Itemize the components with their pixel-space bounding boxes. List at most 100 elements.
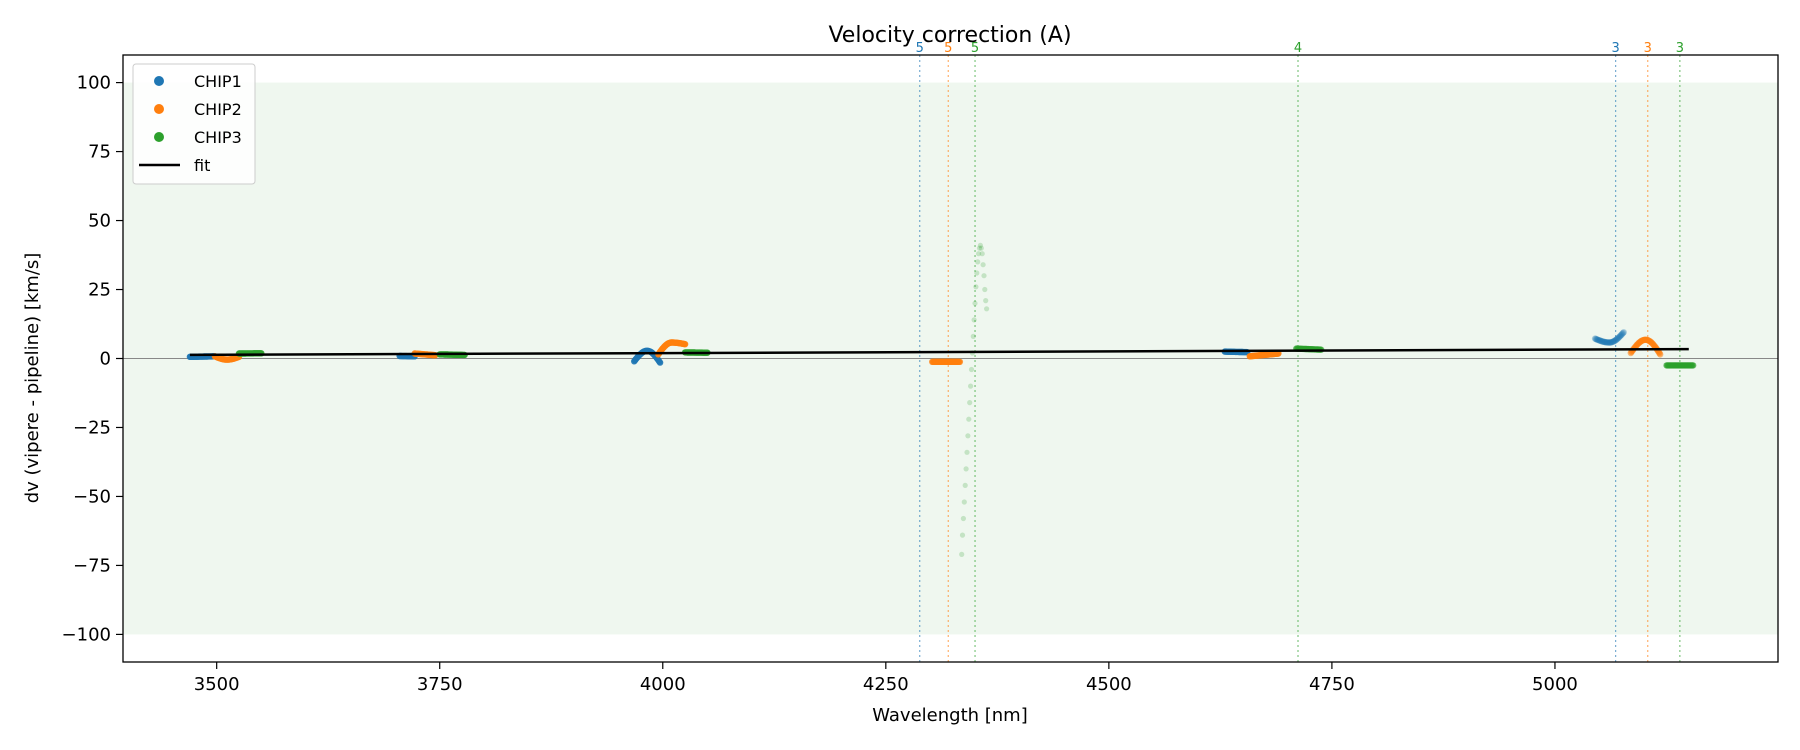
y-tick-label: 25 — [88, 280, 111, 301]
y-axis-label: dv (vipere - pipeline) [km/s] — [22, 253, 43, 504]
annotation-label: 3 — [1644, 41, 1652, 56]
data-point — [967, 400, 973, 406]
data-point — [975, 259, 981, 265]
data-point — [968, 366, 975, 373]
legend-items: CHIP1 CHIP2 CHIP3 fit — [139, 72, 242, 175]
data-point — [966, 416, 972, 422]
y-tick-label: −75 — [73, 555, 111, 576]
data-point — [968, 383, 974, 389]
data-point — [960, 515, 967, 522]
legend-label: CHIP2 — [194, 100, 242, 119]
data-point — [1606, 339, 1614, 346]
data-point — [956, 358, 964, 365]
data-point — [1611, 337, 1618, 344]
data-point — [1607, 339, 1615, 346]
data-point — [1612, 336, 1620, 343]
data-point — [1591, 335, 1599, 342]
data-point — [1600, 338, 1608, 346]
x-tick-label: 4750 — [1309, 674, 1355, 695]
data-point — [1609, 338, 1617, 345]
data-point — [1603, 339, 1611, 346]
x-tick-label: 5000 — [1532, 674, 1578, 695]
data-point — [1599, 338, 1606, 345]
x-tick-label: 3500 — [194, 674, 240, 695]
data-point — [979, 251, 985, 257]
fit-line — [189, 347, 1689, 357]
data-point — [984, 306, 990, 312]
data-point — [1608, 339, 1615, 346]
data-point — [1657, 351, 1664, 358]
data-point — [972, 300, 978, 306]
data-point — [1600, 338, 1607, 345]
legend-marker — [154, 104, 164, 114]
x-axis-ticks: 3500 3750 4000 4250 4500 4750 5000 — [194, 662, 1578, 695]
series-chip3 — [959, 242, 990, 558]
legend: CHIP1 CHIP2 CHIP3 fit — [132, 63, 256, 185]
data-point — [1690, 362, 1697, 369]
annotation-label: 5 — [971, 41, 979, 56]
data-point — [1614, 335, 1621, 342]
data-point — [1596, 337, 1603, 344]
data-point — [1612, 337, 1619, 344]
legend-label: CHIP3 — [194, 128, 242, 147]
data-point — [971, 317, 977, 323]
data-point — [1597, 337, 1605, 345]
data-point — [983, 298, 989, 304]
data-point — [1619, 329, 1627, 337]
y-tick-label: −50 — [73, 486, 111, 507]
y-tick-label: 100 — [77, 73, 111, 94]
data-point — [1604, 339, 1612, 346]
data-point — [1620, 329, 1627, 336]
series-chip2 — [211, 336, 1664, 365]
data-point — [962, 482, 968, 488]
y-tick-label: −100 — [62, 624, 111, 645]
data-point — [1593, 336, 1600, 343]
plot-area: 5 5 5 4 3 3 3 — [122, 41, 1779, 663]
data-point — [964, 449, 970, 455]
y-tick-label: −25 — [73, 417, 111, 438]
data-point — [974, 270, 980, 276]
data-point — [1594, 336, 1601, 343]
data-point — [1601, 338, 1609, 346]
data-point — [1615, 334, 1622, 342]
data-point — [1598, 338, 1606, 345]
x-tick-label: 3750 — [417, 674, 463, 695]
data-point — [1597, 337, 1604, 344]
data-point — [959, 551, 965, 558]
data-point — [980, 262, 986, 268]
legend-label: CHIP1 — [194, 72, 242, 91]
chart-title: Velocity correction (A) — [828, 23, 1071, 48]
data-point — [959, 532, 966, 538]
data-point — [961, 499, 967, 505]
data-point — [1594, 336, 1602, 344]
x-tick-label: 4250 — [863, 674, 909, 695]
data-point — [681, 341, 689, 348]
annotation-lines: 5 5 5 4 3 3 3 — [916, 41, 1684, 662]
data-point — [656, 359, 664, 366]
legend-box — [132, 63, 256, 185]
x-tick-label: 4000 — [640, 674, 686, 695]
data-point — [1595, 337, 1603, 344]
annotation-label: 3 — [1676, 41, 1684, 56]
data-point — [982, 286, 988, 293]
data-point — [1602, 339, 1609, 346]
annotation-label: 4 — [1294, 41, 1302, 56]
data-point — [1618, 331, 1625, 338]
legend-label: fit — [194, 156, 210, 175]
y-tick-label: 0 — [100, 349, 111, 370]
annotation-label: 5 — [944, 41, 952, 56]
data-point — [1606, 339, 1613, 346]
legend-marker — [154, 76, 164, 86]
legend-marker — [154, 132, 164, 142]
data-point — [981, 273, 987, 279]
data-point — [1618, 330, 1626, 338]
x-axis-label: Wavelength [nm] — [872, 705, 1028, 726]
y-axis-ticks: −100 −75 −50 −25 0 25 50 75 100 — [62, 73, 123, 645]
data-point — [978, 245, 984, 251]
y-tick-label: 50 — [88, 211, 111, 232]
data-point — [1617, 332, 1624, 339]
data-point — [1592, 335, 1600, 343]
data-point — [976, 245, 983, 251]
data-point — [1610, 338, 1618, 345]
data-point — [965, 433, 971, 439]
